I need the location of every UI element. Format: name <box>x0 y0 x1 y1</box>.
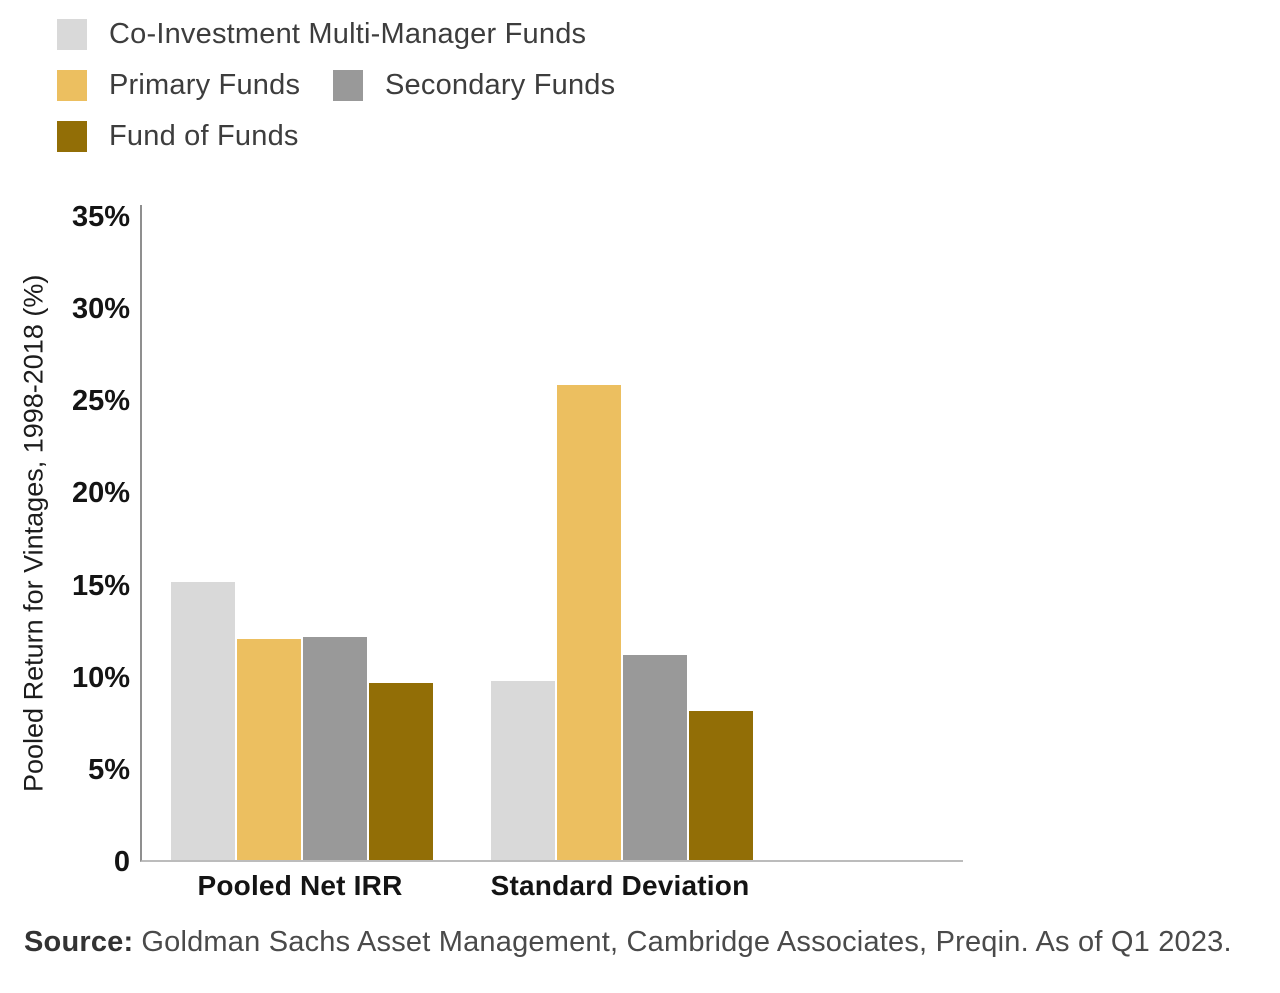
source-prefix: Source: <box>24 926 134 958</box>
bar <box>491 681 555 860</box>
bar <box>171 581 235 860</box>
y-tick-label: 25% <box>71 385 130 418</box>
y-tick-label: 20% <box>71 477 130 510</box>
source-note: Source: Goldman Sachs Asset Management, C… <box>24 926 1232 959</box>
legend-row-2: Primary Funds Secondary Funds <box>57 69 615 101</box>
x-category-label: Pooled Net IRR <box>197 870 403 901</box>
y-axis-ticks: 35% 30% 25% 20% 15% 10% 5% 0 <box>48 201 130 878</box>
bar-group-0 <box>171 581 433 860</box>
legend-swatch-primary <box>57 69 87 101</box>
legend-item-co-investment: Co-Investment Multi-Manager Funds <box>57 18 586 51</box>
legend-swatch-fund-of-funds <box>57 120 87 152</box>
y-tick-label: 30% <box>71 293 130 326</box>
legend-swatch-secondary <box>333 69 363 101</box>
source-text: Goldman Sachs Asset Management, Cambridg… <box>141 926 1232 958</box>
y-tick-label: 10% <box>71 661 130 694</box>
y-tick-label: 35% <box>71 201 130 233</box>
bar-group-1 <box>491 384 753 860</box>
legend-item-fund-of-funds: Fund of Funds <box>57 120 299 153</box>
legend-item-secondary: Secondary Funds <box>333 69 615 102</box>
y-tick-label: 0 <box>113 846 130 878</box>
x-category-label: Standard Deviation <box>490 870 750 901</box>
legend-label-co-investment: Co-Investment Multi-Manager Funds <box>109 17 587 50</box>
bar <box>369 683 433 860</box>
legend-row-1: Co-Investment Multi-Manager Funds <box>57 18 615 50</box>
legend-item-primary: Primary Funds <box>57 69 333 102</box>
legend: Co-Investment Multi-Manager Funds Primar… <box>57 18 615 171</box>
plot-area <box>140 205 963 862</box>
legend-label-fund-of-funds: Fund of Funds <box>109 119 299 152</box>
bar <box>237 638 301 860</box>
legend-label-secondary: Secondary Funds <box>385 68 616 101</box>
legend-row-3: Fund of Funds <box>57 120 615 152</box>
bar <box>303 637 367 860</box>
bar <box>557 384 621 860</box>
legend-label-primary: Primary Funds <box>109 68 301 101</box>
x-axis-labels: Pooled Net IRR Standard Deviation <box>0 870 1280 910</box>
bar <box>623 655 687 860</box>
bar <box>689 710 753 860</box>
legend-swatch-co-investment <box>57 18 87 50</box>
y-tick-label: 5% <box>88 753 130 786</box>
y-tick-label: 15% <box>71 569 130 602</box>
